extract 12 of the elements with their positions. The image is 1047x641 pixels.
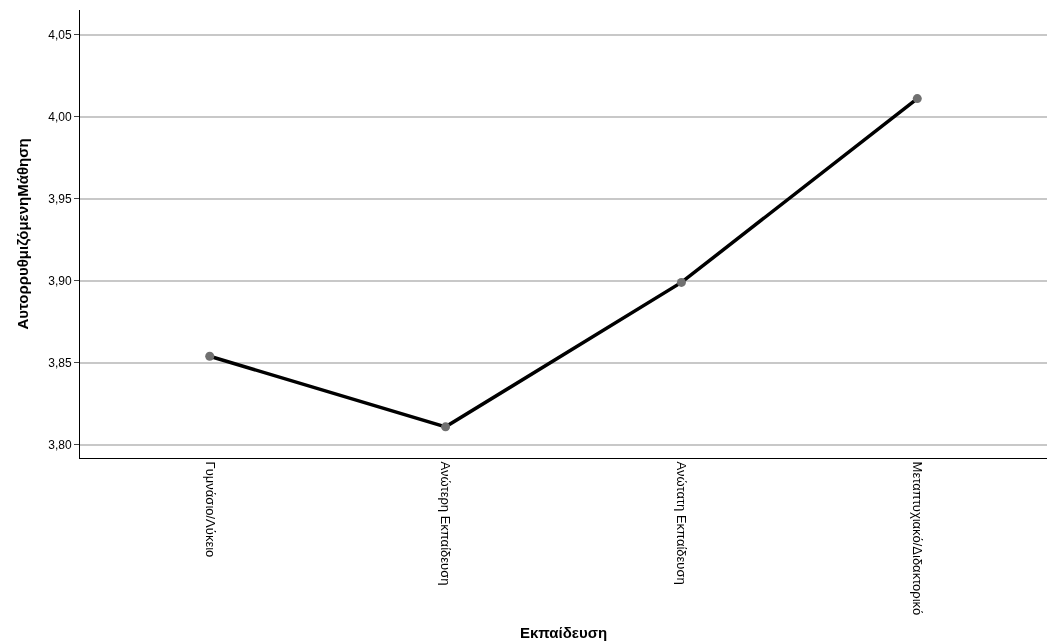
y-tick-label: 3,80: [48, 438, 72, 453]
x-tick-label: Γυμνάσιο/Λύκειο: [202, 461, 218, 558]
y-axis-title: ΑυτορρυθμιζόμενηΜάθηση: [14, 138, 32, 330]
y-tick-label: 4,05: [48, 27, 72, 42]
y-tick-label: 3,90: [48, 273, 72, 288]
y-tick-label: 3,95: [48, 191, 72, 206]
x-axis-title: Εκπαίδευση: [519, 624, 608, 641]
y-tick-label: 4,00: [48, 109, 72, 124]
x-tick-label: Ανώτατη Εκπαίδευση: [674, 461, 690, 585]
x-tick-label: Ανώτερη Εκπαίδευση: [438, 461, 454, 586]
y-tick-label: 3,85: [48, 356, 72, 371]
x-tick-label: Μεταπτυχιακό/Διδακτορικό: [910, 461, 926, 616]
